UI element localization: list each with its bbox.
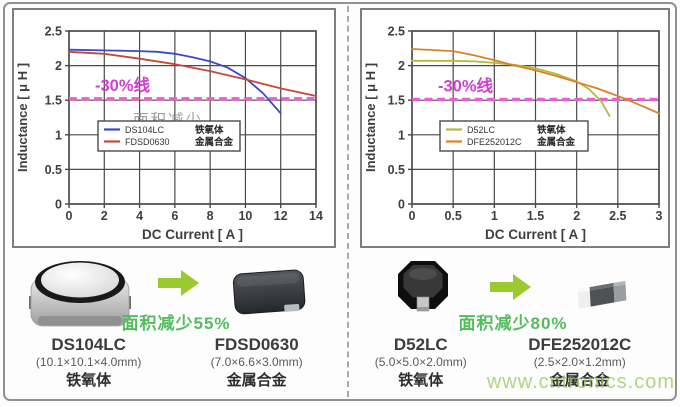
product-comparison-right: 面积减少80% D52LC (5.0×5.0×2.0mm) 铁氧体 DFE252… [354, 250, 672, 400]
svg-text:1.5: 1.5 [45, 94, 62, 108]
product-name: DFE252012C [528, 335, 632, 354]
product-card-ds104lc: DS104LC (10.1×10.1×4.0mm) 铁氧体 [8, 335, 169, 391]
threshold-30pct-line: -30%线 [412, 76, 659, 102]
svg-text:金属合金: 金属合金 [194, 136, 234, 148]
legend: D52LC 铁氧体 DFE252012C 金属合金 [439, 120, 589, 152]
product-dimensions: (5.0×5.0×2.0mm) [374, 355, 467, 369]
svg-text:2.5: 2.5 [388, 25, 405, 39]
product-dimensions: (7.0×6.6×3.0mm) [210, 355, 303, 369]
chart-panel-right: 0 0.5 1 1.5 2 2.5 3 0 0.5 1 1.5 2 2.5 DC Current [ A … [360, 8, 670, 248]
fdsd0630-product-image [232, 269, 306, 315]
svg-text:0: 0 [398, 198, 405, 212]
product-name: D52LC [393, 335, 448, 354]
svg-text:铁氧体: 铁氧体 [195, 124, 224, 136]
product-dimensions: (10.1×10.1×4.0mm) [35, 355, 142, 369]
svg-text:1.5: 1.5 [388, 94, 405, 108]
svg-text:FDSD0630: FDSD0630 [125, 137, 170, 147]
svg-text:0.5: 0.5 [444, 209, 461, 223]
svg-text:14: 14 [309, 209, 323, 223]
svg-text:4: 4 [136, 209, 143, 223]
axis-titles: DC Current [ A ] Inductance [ μ H ] [15, 63, 243, 242]
svg-text:-30%线: -30%线 [95, 75, 151, 95]
svg-text:2: 2 [398, 59, 405, 73]
svg-text:DFE252012C: DFE252012C [467, 137, 522, 147]
right-arrow-icon [490, 274, 531, 300]
ds104lc-product-image [29, 261, 131, 327]
svg-text:Inductance [ μ H ]: Inductance [ μ H ] [363, 63, 378, 172]
axis-titles: DC Current [ A ] Inductance [ μ H ] [363, 63, 586, 242]
svg-text:2.5: 2.5 [45, 25, 62, 39]
series-ds104lc [68, 48, 282, 115]
area-reduction-note: 面积减少55% [121, 314, 231, 333]
series-lines [68, 48, 317, 115]
product-card-d52lc: D52LC (5.0×5.0×2.0mm) 铁氧体 [354, 335, 488, 391]
product-material: 金属合金 [226, 372, 287, 389]
product-dimensions: (2.5×2.0×1.2mm) [533, 355, 626, 369]
svg-text:6: 6 [171, 209, 178, 223]
svg-text:DC Current [ A ]: DC Current [ A ] [142, 227, 243, 242]
svg-text:2.5: 2.5 [609, 209, 626, 223]
svg-text:-30%线: -30%线 [438, 76, 494, 96]
series-dfe252012c [411, 48, 660, 115]
inductance-chart-ds104lc-vs-fdsd0630: 0 2 4 6 8 10 12 14 0 0.5 1 1.5 2 2.5 DC Current [ A ] I… [15, 25, 323, 243]
svg-text:1.5: 1.5 [527, 209, 544, 223]
svg-text:铁氧体: 铁氧体 [537, 124, 566, 136]
series-d52lc [411, 59, 611, 117]
svg-text:10: 10 [238, 209, 252, 223]
chart-panel-left: 0 2 4 6 8 10 12 14 0 0.5 1 1.5 2 2.5 DC Current [ A ] I… [12, 8, 336, 248]
svg-text:DS104LC: DS104LC [125, 125, 165, 135]
dfe252012c-product-image [577, 280, 627, 309]
series-fdsd0630 [68, 50, 317, 97]
product-material: 铁氧体 [66, 372, 112, 389]
svg-text:金属合金: 金属合金 [536, 136, 576, 148]
right-arrow-icon [158, 270, 199, 296]
svg-text:0: 0 [66, 209, 73, 223]
area-reduction-note: 面积减少80% [458, 314, 568, 333]
svg-text:1: 1 [491, 209, 498, 223]
svg-text:0: 0 [55, 198, 62, 212]
inductance-chart-d52lc-vs-dfe252012c: 0 0.5 1 1.5 2 2.5 3 0 0.5 1 1.5 2 2.5 DC Current [ A … [363, 25, 663, 243]
product-comparison-section: 面积减少55% DS104LC (10.1×10.1×4.0mm) 铁氧体 FD… [0, 250, 680, 400]
svg-text:12: 12 [274, 209, 288, 223]
series-lines [411, 48, 660, 117]
product-card-dfe252012c: DFE252012C (2.5×2.0×1.2mm) 金属合金 [488, 335, 672, 391]
d52lc-product-image [398, 261, 448, 312]
product-comparison-left: 面积减少55% DS104LC (10.1×10.1×4.0mm) 铁氧体 FD… [8, 250, 344, 400]
svg-text:1: 1 [55, 128, 62, 142]
svg-text:0: 0 [409, 209, 416, 223]
site-watermark: www.cntronics.com [486, 371, 675, 393]
product-card-fdsd0630: FDSD0630 (7.0×6.6×3.0mm) 金属合金 [169, 335, 344, 391]
product-material: 铁氧体 [398, 372, 444, 389]
svg-text:0.5: 0.5 [45, 163, 62, 177]
svg-text:2: 2 [55, 59, 62, 73]
svg-text:1: 1 [398, 128, 405, 142]
product-name: DS104LC [51, 335, 126, 354]
svg-text:DC Current [ A ]: DC Current [ A ] [485, 227, 586, 242]
svg-text:8: 8 [207, 209, 214, 223]
svg-text:Inductance [ μ H ]: Inductance [ μ H ] [15, 63, 30, 172]
vertical-dashed-divider [347, 6, 349, 397]
product-name: FDSD0630 [214, 335, 299, 354]
svg-text:2: 2 [573, 209, 580, 223]
svg-text:0.5: 0.5 [388, 163, 405, 177]
svg-text:3: 3 [656, 209, 663, 223]
legend: DS104LC 铁氧体 FDSD0630 金属合金 [97, 120, 241, 152]
svg-text:D52LC: D52LC [467, 125, 496, 135]
product-material: 金属合金 [549, 372, 610, 389]
threshold-30pct-line: -30%线 [69, 75, 316, 101]
svg-text:2: 2 [101, 209, 108, 223]
